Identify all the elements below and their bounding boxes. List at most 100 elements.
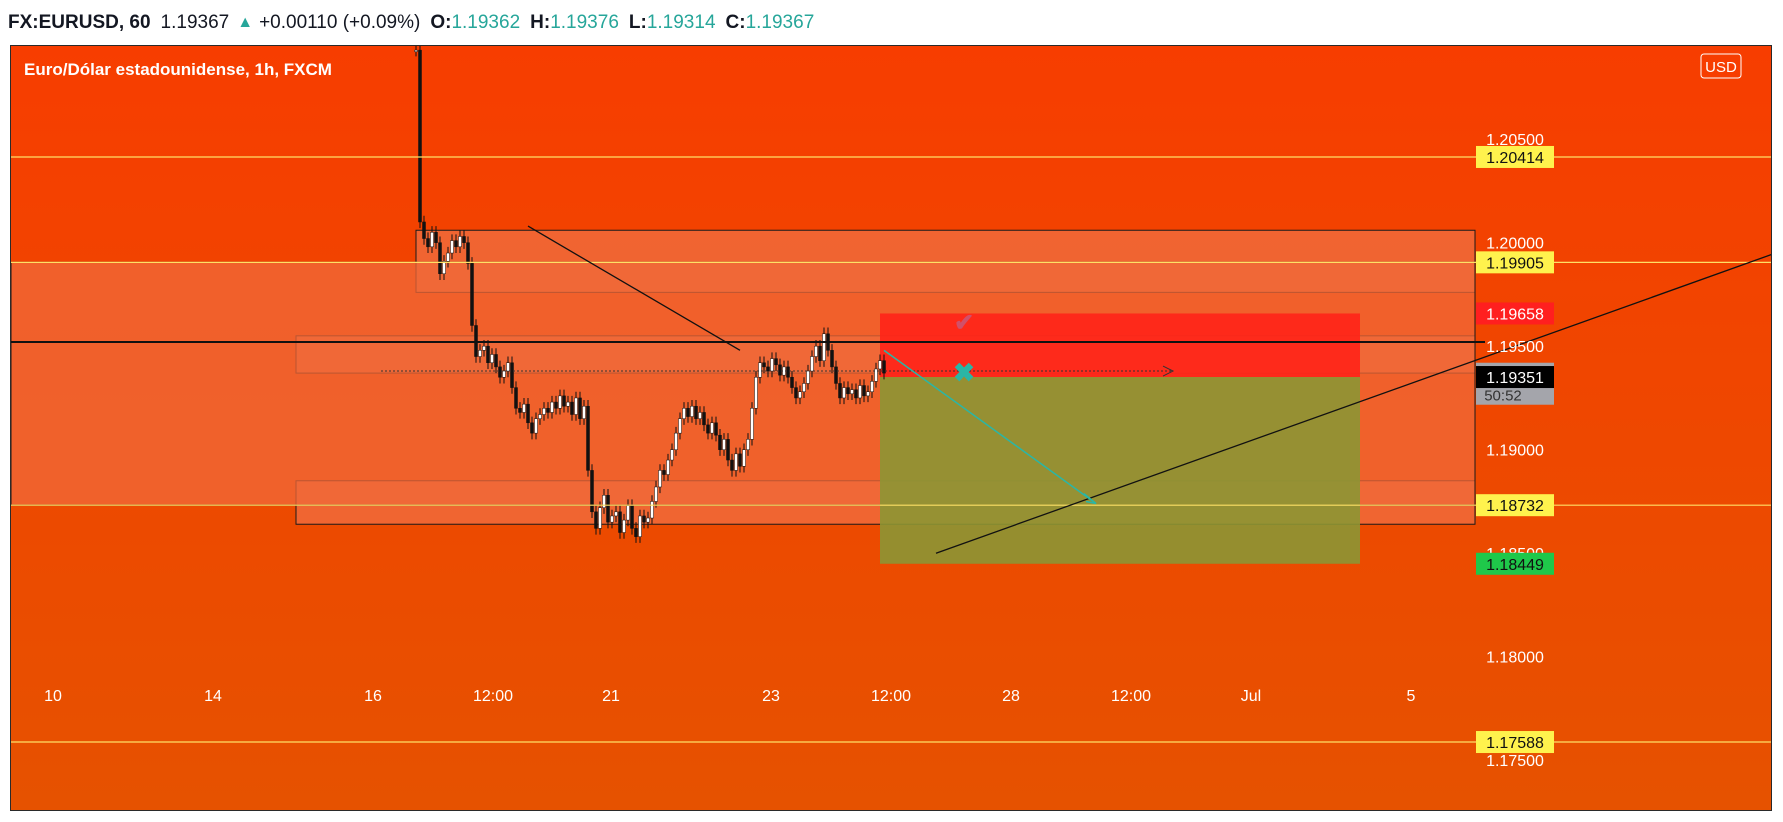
candle-body (762, 362, 766, 368)
open-value: 1.19362 (451, 12, 521, 33)
candle-body (650, 501, 654, 519)
candle-body (854, 389, 858, 399)
x-tick-label: 14 (204, 688, 222, 705)
candle-body (794, 387, 798, 399)
candle-body (526, 403, 530, 424)
candle-body (778, 364, 782, 376)
candle-body (874, 368, 878, 382)
candle-body (450, 240, 454, 254)
candle-body (514, 387, 518, 409)
x-tick-label: 12:00 (871, 688, 911, 705)
candle-body (422, 221, 426, 239)
price-label: 1.19905 (1476, 251, 1554, 274)
candle-body (850, 389, 854, 395)
candle-body (414, 49, 418, 52)
countdown-text: 50:52 (1484, 388, 1522, 405)
candle-body (806, 370, 810, 384)
candle-body (538, 414, 542, 419)
candle-body (590, 470, 594, 513)
candle-body (638, 515, 642, 537)
price-label: 1.19658 (1476, 302, 1554, 325)
candle-body (606, 494, 610, 523)
candle-body (630, 505, 634, 529)
price-label-bg (1476, 302, 1554, 325)
candle-body (746, 439, 750, 450)
candle-body (870, 381, 874, 392)
candle-body (754, 376, 758, 409)
y-tick-label: 1.20500 (1486, 132, 1544, 149)
price-chart[interactable]: ✖✔ 1.205001.200001.195001.190001.185001.… (11, 46, 1772, 811)
candle-body (750, 408, 754, 440)
trend-line (935, 254, 1771, 554)
take-profit-zone (880, 377, 1360, 564)
x-tick-label: 12:00 (1111, 688, 1151, 705)
candle-body (554, 401, 558, 409)
price-label-text: 1.19905 (1486, 255, 1544, 272)
chart-frame[interactable]: ✖✔ 1.205001.200001.195001.190001.185001.… (10, 45, 1772, 811)
candle-body (462, 236, 466, 243)
candle-body (490, 354, 494, 364)
candle-body (658, 470, 662, 488)
candle-body (546, 408, 550, 413)
candle-body (446, 252, 450, 262)
candle-body (814, 345, 818, 357)
candle-body (466, 242, 470, 264)
candle-body (558, 395, 562, 409)
price-label-bg (1476, 494, 1554, 517)
high-value: 1.19376 (550, 12, 619, 33)
candle-body (434, 232, 438, 243)
candle-body (470, 263, 474, 326)
candle-body (518, 408, 522, 413)
low-label: L: (628, 12, 647, 33)
candle-body (510, 362, 514, 388)
candle-body (578, 397, 582, 419)
candle-body (494, 354, 498, 368)
candle-body (726, 439, 730, 461)
currency-badge[interactable]: USD (1700, 53, 1742, 79)
candle-body (838, 383, 842, 399)
candle-body (582, 405, 586, 419)
triangle-up-icon: ▲ (237, 14, 254, 31)
candle-body (774, 358, 778, 366)
currency-badge-label: USD (1705, 59, 1737, 76)
x-tick-label: 5 (1407, 688, 1416, 705)
candle-body (858, 385, 862, 399)
candle-body (786, 366, 790, 378)
high-label: H: (530, 12, 551, 33)
candle-body (618, 511, 622, 533)
candle-body (878, 360, 882, 370)
trend-line (527, 225, 741, 351)
price-label: 1.20414 (1476, 145, 1554, 168)
candle-body (586, 405, 590, 471)
x-tick-label: 16 (364, 688, 382, 705)
candle-body (602, 494, 606, 508)
candle-body (522, 403, 526, 413)
stop-loss-zone (880, 313, 1360, 378)
candle-body (418, 49, 422, 223)
candle-body (550, 401, 554, 413)
candle-body (758, 362, 762, 378)
candle-body (810, 356, 814, 372)
x-tick-label: Jul (1241, 688, 1261, 705)
candle-body (498, 366, 502, 378)
price-change: +0.00110 (+0.09%) (259, 12, 421, 33)
candle-body (678, 418, 682, 434)
projected-path (883, 349, 1097, 505)
candle-body (482, 345, 486, 351)
chart-title: Euro/Dólar estadounidense, 1h, FXCM (24, 60, 332, 79)
candle-body (662, 470, 666, 475)
y-tick-label: 1.19500 (1486, 339, 1544, 356)
candle-body (842, 387, 846, 399)
y-tick-label: 1.20000 (1486, 236, 1544, 253)
candle-body (714, 422, 718, 436)
candle-body (670, 449, 674, 461)
candle-body (598, 507, 602, 529)
price-label-text: 1.19658 (1486, 306, 1544, 323)
candle-body (642, 515, 646, 523)
candle-body (674, 432, 678, 450)
candle-body (562, 395, 566, 407)
candle-body (502, 370, 506, 378)
price-label-bg (1476, 251, 1554, 274)
symbol-name[interactable]: FX:EURUSD, 60 (8, 12, 151, 33)
candle-body (426, 238, 430, 248)
